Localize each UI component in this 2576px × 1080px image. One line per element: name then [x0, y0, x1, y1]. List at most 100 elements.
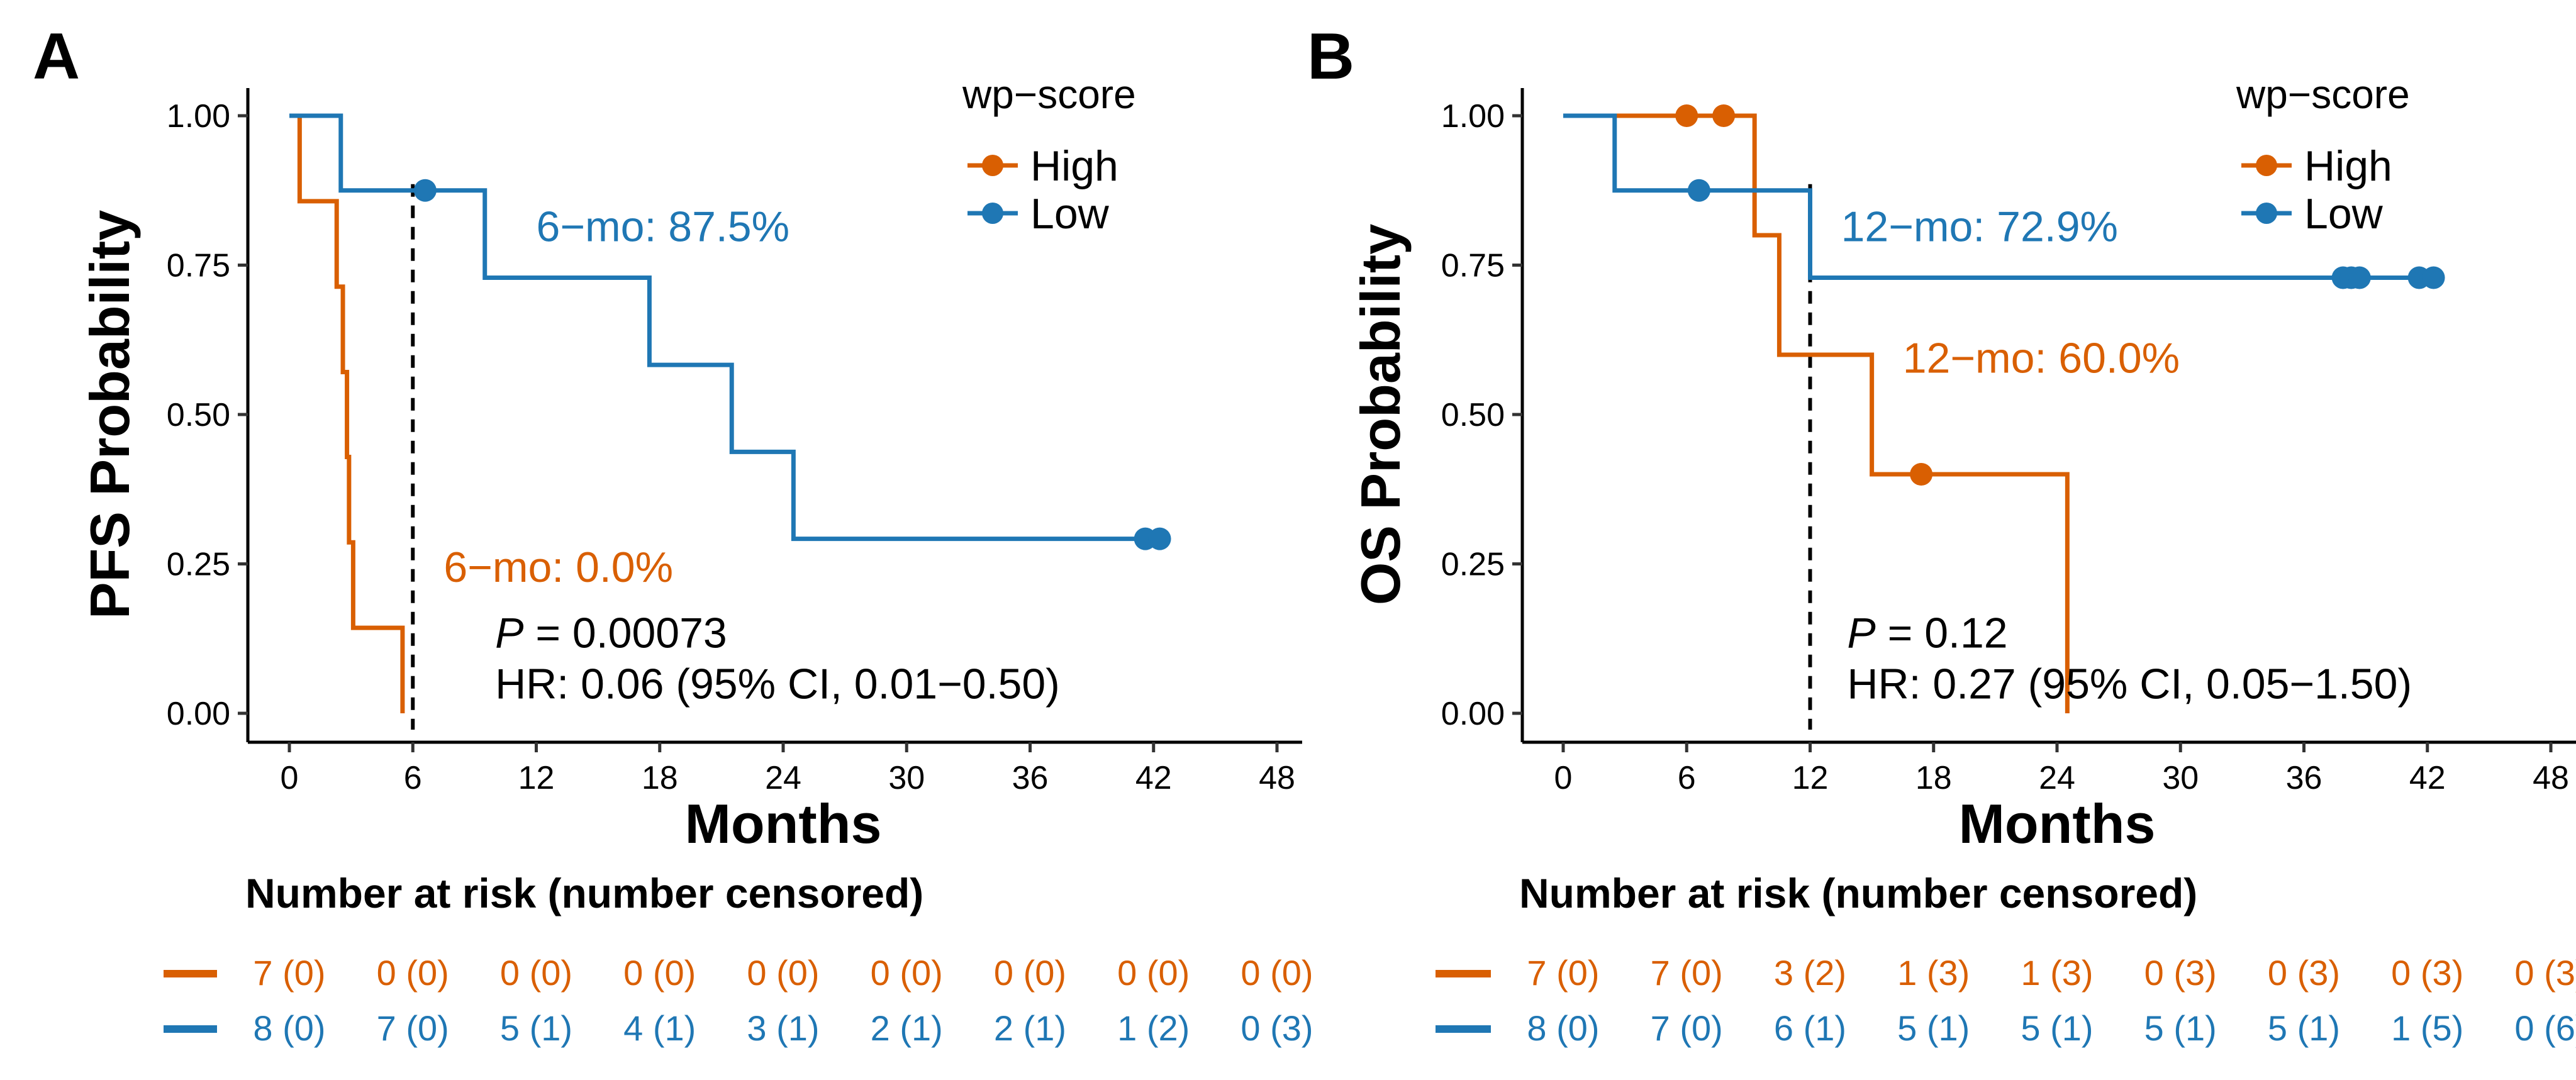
- p-value: P = 0.12: [1847, 610, 2007, 657]
- x-tick-label: 36: [1012, 760, 1049, 796]
- risk-value-high: 7 (0): [253, 953, 325, 993]
- x-tick-label: 30: [888, 760, 925, 796]
- risk-value-low: 5 (1): [2021, 1008, 2093, 1048]
- panel-label: A: [33, 20, 80, 93]
- legend-title: wp−score: [962, 72, 1136, 117]
- risk-value-low: 1 (2): [1117, 1008, 1190, 1048]
- x-tick-label: 24: [765, 760, 801, 796]
- x-tick-label: 24: [2039, 760, 2075, 796]
- risk-table-title: Number at risk (number censored): [245, 870, 923, 916]
- censor-mark-low: [413, 179, 437, 202]
- risk-value-high: 0 (3): [2268, 953, 2340, 993]
- censor-mark-high: [1910, 463, 1933, 486]
- risk-value-low: 8 (0): [253, 1008, 325, 1048]
- y-tick-label: 0.25: [167, 547, 230, 583]
- x-tick-label: 48: [2533, 760, 2569, 796]
- x-tick-label: 12: [518, 760, 555, 796]
- risk-value-low: 5 (1): [2144, 1008, 2217, 1048]
- x-axis-title: Months: [685, 793, 882, 855]
- risk-value-low: 1 (5): [2391, 1008, 2463, 1048]
- y-tick-label: 0.75: [1441, 248, 1505, 284]
- x-tick-label: 0: [281, 760, 299, 796]
- hazard-ratio: HR: 0.06 (95% CI, 0.01−0.50): [495, 660, 1060, 708]
- legend-marker-high: [2256, 155, 2277, 176]
- risk-value-low: 6 (1): [1774, 1008, 1846, 1048]
- risk-value-high: 0 (0): [871, 953, 943, 993]
- risk-value-low: 8 (0): [1527, 1008, 1599, 1048]
- annotation-high: 6−mo: 0.0%: [443, 543, 673, 591]
- y-tick-label: 0.50: [1441, 397, 1505, 433]
- risk-value-high: 7 (0): [1651, 953, 1723, 993]
- panel-label: B: [1307, 20, 1354, 93]
- legend-label-high: High: [1030, 142, 1118, 190]
- censor-mark-low: [1148, 527, 1171, 550]
- risk-value-high: 1 (3): [2021, 953, 2093, 993]
- x-tick-label: 0: [1554, 760, 1573, 796]
- y-tick-label: 0.00: [1441, 696, 1505, 732]
- y-tick-label: 0.00: [167, 696, 230, 732]
- risk-value-high: 0 (0): [623, 953, 696, 993]
- legend-label-low: Low: [2304, 190, 2384, 238]
- risk-value-high: 0 (3): [2391, 953, 2463, 993]
- risk-value-high: 3 (2): [1774, 953, 1846, 993]
- legend-marker-high: [982, 155, 1003, 176]
- p-value-number: = 0.00073: [523, 610, 727, 657]
- legend-marker-low: [982, 203, 1003, 224]
- annotation-low: 6−mo: 87.5%: [537, 203, 790, 251]
- risk-value-high: 0 (0): [377, 953, 449, 993]
- censor-mark-low: [2348, 266, 2371, 289]
- x-tick-label: 48: [1259, 760, 1295, 796]
- p-label: P: [1847, 610, 1875, 657]
- x-tick-label: 30: [2162, 760, 2199, 796]
- censor-mark-high: [1675, 104, 1698, 127]
- risk-value-low: 5 (1): [500, 1008, 572, 1048]
- risk-value-low: 0 (6): [2514, 1008, 2576, 1048]
- y-axis-title: OS Probability: [1349, 224, 1412, 605]
- p-value: P = 0.00073: [495, 610, 727, 657]
- y-tick-label: 0.50: [167, 397, 230, 433]
- km-curve-high: [1563, 113, 2070, 713]
- risk-table-title: Number at risk (number censored): [1519, 870, 2197, 916]
- risk-value-high: 0 (0): [1117, 953, 1190, 993]
- risk-value-low: 7 (0): [1651, 1008, 1723, 1048]
- risk-value-high: 0 (0): [500, 953, 572, 993]
- p-label: P: [495, 610, 523, 657]
- risk-value-high: 0 (0): [747, 953, 819, 993]
- risk-value-high: 0 (3): [2144, 953, 2217, 993]
- censor-mark-low: [1687, 179, 1710, 202]
- x-tick-label: 36: [2286, 760, 2322, 796]
- y-tick-label: 0.25: [1441, 547, 1505, 583]
- x-tick-label: 18: [1915, 760, 1952, 796]
- censor-mark-high: [1712, 104, 1736, 127]
- risk-value-high: 0 (0): [1241, 953, 1313, 993]
- risk-value-high: 0 (3): [2514, 953, 2576, 993]
- x-tick-label: 6: [404, 760, 422, 796]
- panel-a: A 0.00 0.25 0.50 0.75 1.00 0 6 12 18 24 30 36 42 48 Mon…: [33, 20, 1313, 1048]
- legend-title: wp−score: [2236, 72, 2410, 117]
- km-curve-low: [289, 113, 1160, 542]
- y-axis-title: PFS Probability: [79, 210, 141, 619]
- x-tick-label: 6: [1678, 760, 1696, 796]
- legend-marker-low: [2256, 203, 2277, 224]
- risk-value-high: 0 (0): [994, 953, 1066, 993]
- legend-label-low: Low: [1030, 190, 1110, 238]
- x-axis-title: Months: [1959, 793, 2156, 855]
- risk-value-low: 5 (1): [2268, 1008, 2340, 1048]
- annotation-high: 12−mo: 60.0%: [1903, 335, 2180, 382]
- risk-value-low: 3 (1): [747, 1008, 819, 1048]
- risk-value-high: 1 (3): [1897, 953, 1970, 993]
- annotation-low: 12−mo: 72.9%: [1841, 203, 2118, 251]
- km-curve-high: [289, 113, 405, 713]
- risk-value-low: 7 (0): [377, 1008, 449, 1048]
- legend-label-high: High: [2304, 142, 2392, 190]
- x-tick-label: 18: [642, 760, 678, 796]
- hazard-ratio: HR: 0.27 (95% CI, 0.05−1.50): [1847, 660, 2412, 708]
- risk-value-low: 5 (1): [1897, 1008, 1970, 1048]
- risk-value-low: 4 (1): [623, 1008, 696, 1048]
- p-value-number: = 0.12: [1876, 610, 2008, 657]
- risk-value-low: 2 (1): [871, 1008, 943, 1048]
- risk-value-high: 7 (0): [1527, 953, 1599, 993]
- x-tick-label: 42: [2409, 760, 2446, 796]
- x-tick-label: 12: [1792, 760, 1829, 796]
